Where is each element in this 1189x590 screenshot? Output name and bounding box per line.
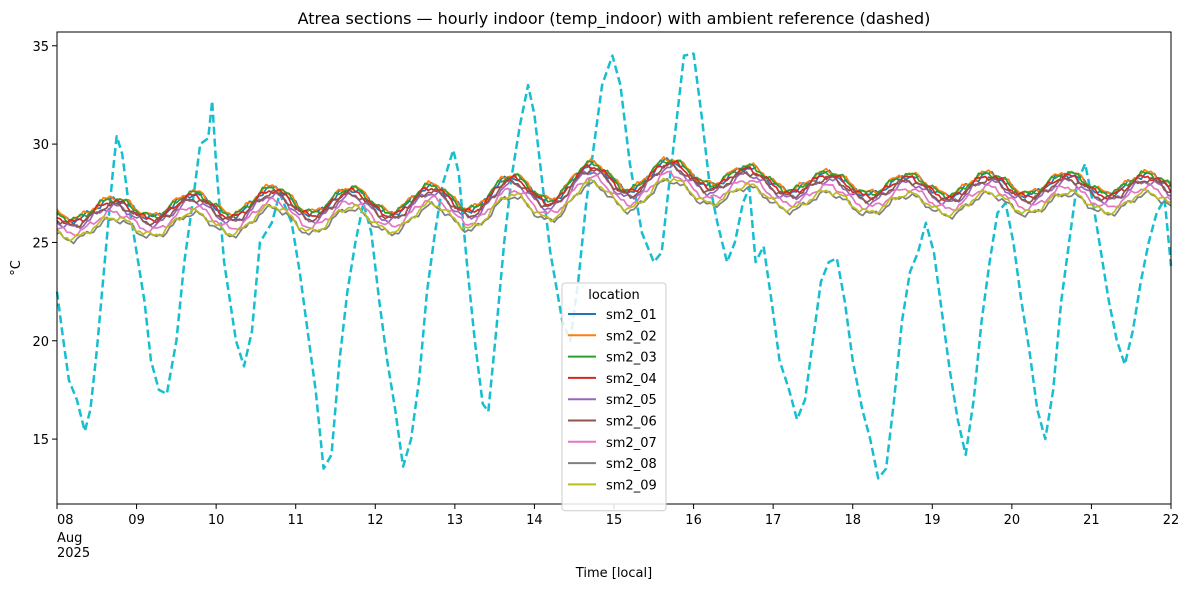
- series-line-sm2-09: [56, 177, 1172, 242]
- x-tick-sublabel: Aug: [57, 531, 82, 546]
- x-tick-label: 14: [526, 513, 543, 528]
- x-tick-label: 10: [208, 513, 225, 528]
- y-tick-label: 20: [32, 335, 49, 350]
- series-line-sm2-06: [56, 161, 1172, 228]
- y-axis: 15 20 25 30 35: [32, 40, 57, 448]
- x-tick-label: 18: [844, 513, 861, 528]
- y-tick-label: 25: [32, 236, 49, 251]
- legend-title: location: [588, 288, 640, 303]
- legend-box: [561, 282, 667, 512]
- x-tick-label: 22: [1163, 513, 1180, 528]
- legend-label: sm2_05: [606, 393, 657, 408]
- x-tick-label: 20: [1004, 513, 1021, 528]
- x-tick-label: 11: [287, 513, 304, 528]
- legend: location sm2_01 sm2_02 sm2_03 sm2_04 sm2_05sm…: [561, 282, 667, 512]
- y-axis-label: °C: [9, 260, 24, 276]
- x-tick-label: 12: [367, 513, 384, 528]
- x-tick-label: 15: [606, 513, 623, 528]
- legend-label: sm2_09: [606, 478, 657, 493]
- indoor-series-layer: [56, 156, 1172, 245]
- x-tick-label: 13: [447, 513, 464, 528]
- ambient-reference-line: [55, 52, 1173, 480]
- x-tick-label: 09: [128, 513, 145, 528]
- x-tick-label: 16: [685, 513, 702, 528]
- x-axis-label: Time [local]: [575, 566, 652, 581]
- x-tick-label: 08: [57, 513, 74, 528]
- legend-label: sm2_04: [606, 372, 657, 387]
- legend-label: sm2_03: [606, 351, 657, 366]
- legend-label: sm2_07: [606, 436, 657, 451]
- x-tick-label: 17: [765, 513, 782, 528]
- chart-title: Atrea sections — hourly indoor (temp_ind…: [298, 9, 931, 29]
- series-line-sm2-04: [56, 160, 1172, 225]
- legend-label: sm2_08: [606, 457, 657, 472]
- ambient-series-layer: [55, 52, 1173, 480]
- x-tick-label: 21: [1083, 513, 1100, 528]
- y-tick-label: 30: [32, 138, 49, 153]
- series-line-sm2-03: [56, 159, 1172, 223]
- x-tick-sublabel: 2025: [57, 546, 90, 561]
- legend-label: sm2_01: [606, 308, 657, 323]
- y-tick-label: 15: [32, 433, 49, 448]
- y-tick-label: 35: [32, 40, 49, 55]
- series-line-sm2-07: [56, 170, 1172, 237]
- legend-label: sm2_06: [606, 415, 657, 430]
- x-tick-label: 19: [924, 513, 941, 528]
- legend-label: sm2_02: [606, 329, 657, 344]
